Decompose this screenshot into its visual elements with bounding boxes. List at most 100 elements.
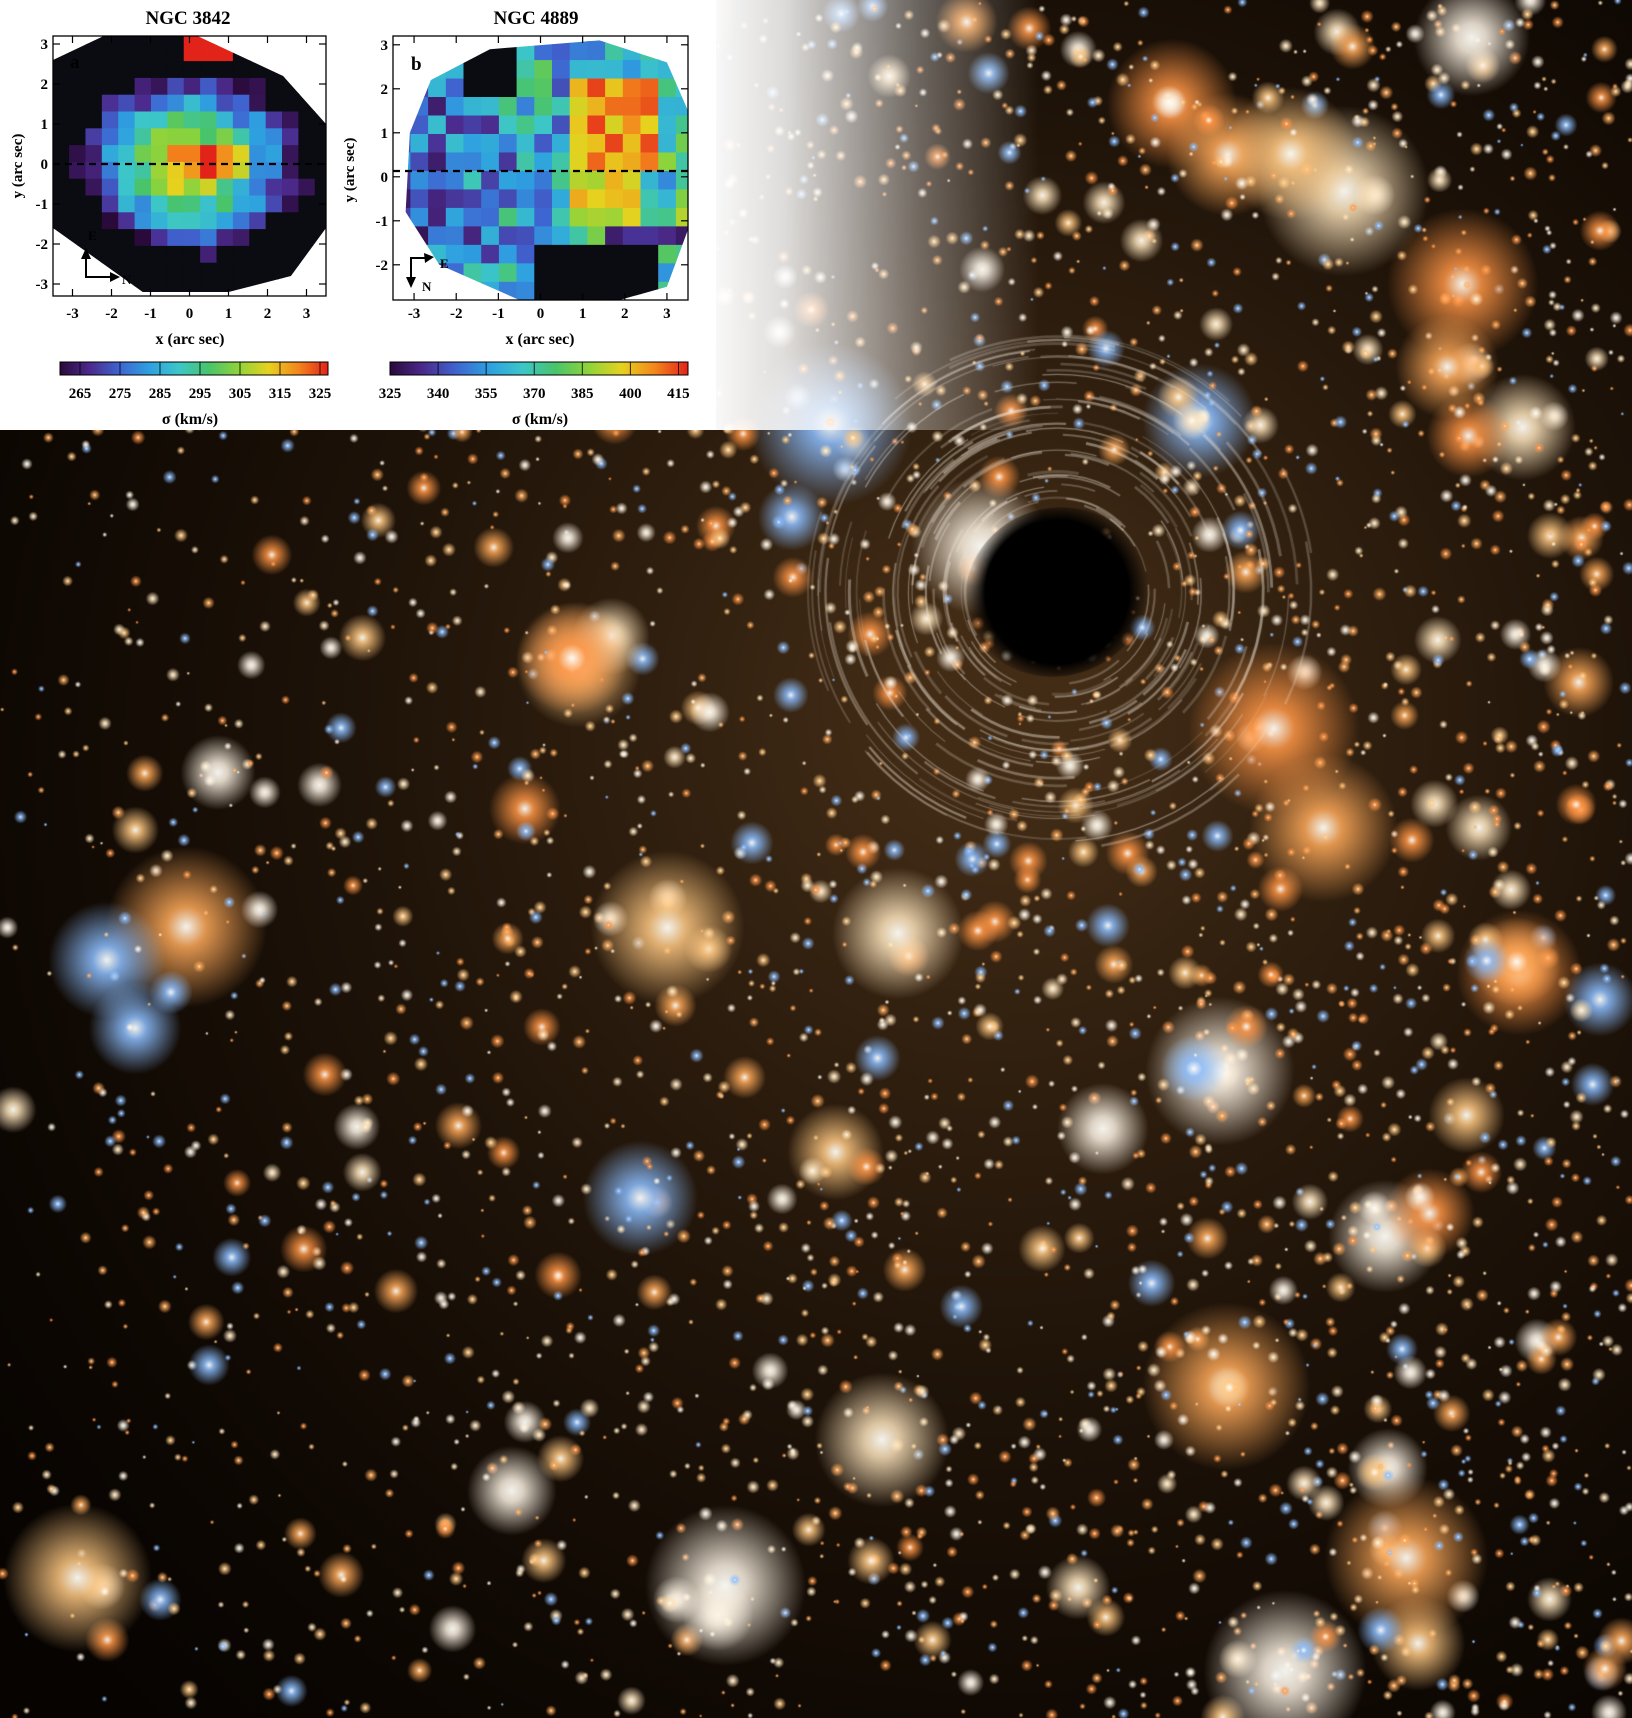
voronoi-bin bbox=[282, 278, 299, 292]
voronoi-bin bbox=[200, 278, 218, 292]
voronoi-bin bbox=[167, 36, 185, 45]
voronoi-bin bbox=[265, 278, 283, 292]
voronoi-bin bbox=[69, 262, 87, 280]
panel-b-ticks: -3 -2 -1 0 1 2 3 3 2 1 0 -1 -2 bbox=[376, 36, 688, 322]
voronoi-bin bbox=[216, 77, 234, 95]
voronoi-bin bbox=[282, 245, 299, 263]
voronoi-bin bbox=[405, 40, 411, 42]
voronoi-bin bbox=[282, 161, 299, 179]
voronoi-bin bbox=[249, 127, 267, 146]
voronoi-bin bbox=[200, 245, 218, 263]
voronoi-bin bbox=[534, 207, 553, 227]
voronoi-bin bbox=[552, 262, 571, 282]
voronoi-bin bbox=[183, 228, 201, 246]
x-tick-label: 3 bbox=[303, 306, 311, 322]
y-tick-label: -2 bbox=[376, 258, 389, 274]
y-tick-label: 3 bbox=[41, 37, 49, 53]
voronoi-bin bbox=[69, 77, 87, 95]
voronoi-bin bbox=[265, 43, 283, 62]
panel-b-letter: b bbox=[411, 54, 422, 75]
voronoi-bin bbox=[622, 170, 642, 190]
voronoi-bin bbox=[534, 77, 553, 98]
voronoi-bin bbox=[200, 211, 218, 230]
voronoi-bin bbox=[216, 194, 234, 213]
voronoi-bin bbox=[150, 127, 168, 146]
voronoi-bin bbox=[85, 94, 103, 112]
voronoi-bin bbox=[605, 59, 624, 79]
voronoi-bin bbox=[587, 225, 606, 245]
voronoi-bin bbox=[216, 211, 234, 230]
voronoi-bin bbox=[150, 278, 168, 292]
voronoi-bin bbox=[534, 262, 553, 282]
voronoi-bin bbox=[569, 77, 588, 98]
voronoi-bin bbox=[658, 114, 677, 134]
panel-b-ylabel: y (arc sec) bbox=[342, 138, 358, 203]
voronoi-bin bbox=[282, 127, 299, 146]
voronoi-bin bbox=[405, 207, 411, 227]
voronoi-bin bbox=[481, 96, 500, 116]
voronoi-bin bbox=[53, 43, 70, 62]
voronoi-bin bbox=[101, 178, 119, 196]
voronoi-bin bbox=[622, 188, 642, 208]
voronoi-bin bbox=[498, 244, 518, 264]
voronoi-bin bbox=[405, 188, 411, 208]
voronoi-bin bbox=[232, 60, 250, 78]
panel-a-map bbox=[53, 36, 326, 292]
voronoi-bin bbox=[314, 144, 326, 162]
voronoi-bin bbox=[445, 225, 465, 245]
voronoi-bin bbox=[640, 133, 659, 153]
panel-fade bbox=[700, 0, 1040, 430]
voronoi-bin bbox=[516, 114, 535, 134]
voronoi-bin bbox=[552, 281, 571, 301]
voronoi-bin bbox=[534, 133, 553, 153]
voronoi-bin bbox=[428, 207, 447, 227]
voronoi-bin bbox=[516, 96, 535, 116]
voronoi-bin bbox=[569, 244, 588, 264]
voronoi-bin bbox=[622, 96, 642, 116]
voronoi-bin bbox=[167, 194, 185, 213]
voronoi-bin bbox=[167, 43, 185, 62]
voronoi-bin bbox=[534, 40, 553, 61]
voronoi-bin bbox=[445, 40, 465, 61]
voronoi-bin bbox=[249, 144, 267, 162]
voronoi-bin bbox=[298, 94, 316, 112]
voronoi-bin bbox=[445, 59, 465, 79]
voronoi-bin bbox=[405, 133, 411, 153]
voronoi-bin bbox=[445, 188, 465, 208]
voronoi-bin bbox=[481, 59, 500, 79]
voronoi-bin bbox=[410, 225, 429, 245]
voronoi-bin bbox=[101, 245, 119, 263]
voronoi-bin bbox=[167, 110, 185, 129]
colorbar-tick-label: 325 bbox=[379, 386, 402, 402]
voronoi-bin bbox=[118, 178, 136, 196]
voronoi-bin bbox=[445, 207, 465, 227]
voronoi-bin bbox=[622, 225, 642, 245]
voronoi-bin bbox=[658, 262, 677, 282]
voronoi-bin bbox=[101, 60, 119, 78]
voronoi-bin bbox=[428, 40, 447, 61]
voronoi-bin bbox=[167, 161, 185, 179]
panel-a-compass-e: E bbox=[88, 228, 97, 243]
voronoi-bin bbox=[183, 245, 201, 263]
voronoi-bin bbox=[298, 110, 316, 129]
voronoi-bin bbox=[150, 110, 168, 129]
voronoi-bin bbox=[150, 262, 168, 280]
voronoi-bin bbox=[605, 151, 624, 171]
voronoi-bin bbox=[675, 225, 688, 245]
voronoi-bin bbox=[183, 60, 201, 78]
voronoi-bin bbox=[150, 77, 168, 95]
y-tick-label: 2 bbox=[381, 82, 389, 98]
voronoi-bin bbox=[167, 278, 185, 292]
voronoi-bin bbox=[675, 133, 688, 153]
voronoi-bin bbox=[183, 94, 201, 112]
voronoi-bin bbox=[53, 161, 70, 179]
voronoi-bin bbox=[605, 40, 624, 61]
voronoi-bin bbox=[481, 281, 500, 301]
voronoi-bin bbox=[167, 94, 185, 112]
voronoi-bin bbox=[534, 96, 553, 116]
voronoi-bin bbox=[265, 127, 283, 146]
voronoi-bin bbox=[118, 36, 136, 45]
panel-b-xlabel: x (arc sec) bbox=[506, 331, 575, 348]
voronoi-bin bbox=[232, 94, 250, 112]
voronoi-bin bbox=[463, 59, 482, 79]
